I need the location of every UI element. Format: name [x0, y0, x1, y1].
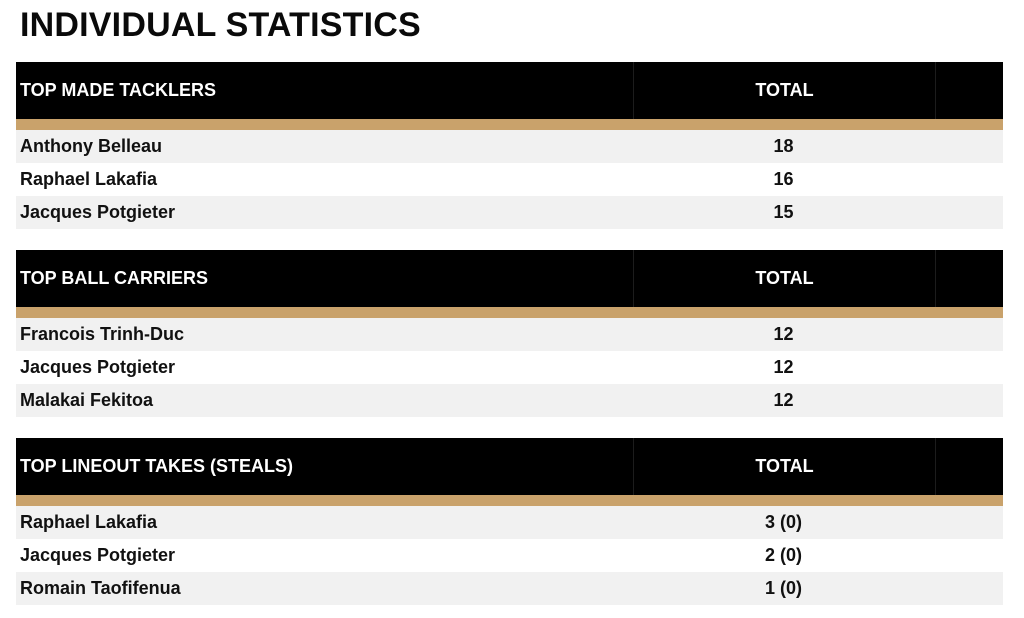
total-column-header: TOTAL	[633, 62, 936, 119]
table-row: Malakai Fekitoa 12	[16, 384, 1003, 417]
table-row: Raphael Lakafia 3 (0)	[16, 506, 1003, 539]
header-edge	[1003, 438, 1024, 495]
player-total: 16	[773, 169, 794, 189]
player-total: 18	[773, 136, 794, 156]
accent-divider	[16, 307, 1003, 318]
table-row: Francois Trinh-Duc 12	[16, 318, 1003, 351]
table-body: Anthony Belleau 18 Raphael Lakafia 16 Ja…	[16, 130, 1003, 229]
table-row: Jacques Potgieter 2 (0)	[16, 539, 1003, 572]
player-total: 3 (0)	[764, 512, 802, 532]
player-name: Anthony Belleau	[20, 136, 163, 156]
table-heading: TOP MADE TACKLERS	[20, 80, 217, 100]
total-column-header: TOTAL	[633, 250, 936, 307]
player-total: 2 (0)	[764, 545, 802, 565]
stats-table-top-made-tacklers: TOP MADE TACKLERS TOTAL Anthony Belleau …	[16, 62, 1024, 229]
table-header: TOP BALL CARRIERS TOTAL	[16, 250, 1024, 307]
table-header: TOP MADE TACKLERS TOTAL	[16, 62, 1024, 119]
accent-divider	[16, 495, 1003, 506]
player-total: 1 (0)	[764, 578, 802, 598]
stats-table-top-ball-carriers: TOP BALL CARRIERS TOTAL Francois Trinh-D…	[16, 250, 1024, 417]
total-column-header: TOTAL	[633, 438, 936, 495]
player-name: Raphael Lakafia	[20, 169, 158, 189]
table-row: Anthony Belleau 18	[16, 130, 1003, 163]
accent-divider	[16, 119, 1003, 130]
player-total: 12	[773, 390, 794, 410]
table-heading: TOP BALL CARRIERS	[20, 268, 209, 288]
table-body: Raphael Lakafia 3 (0) Jacques Potgieter …	[16, 506, 1003, 605]
table-row: Jacques Potgieter 15	[16, 196, 1003, 229]
header-edge	[1003, 62, 1024, 119]
player-total: 12	[773, 324, 794, 344]
player-total: 12	[773, 357, 794, 377]
header-edge	[1003, 250, 1024, 307]
table-header: TOP LINEOUT TAKES (STEALS) TOTAL	[16, 438, 1024, 495]
table-heading: TOP LINEOUT TAKES (STEALS)	[20, 456, 294, 476]
player-name: Jacques Potgieter	[20, 202, 176, 222]
player-name: Malakai Fekitoa	[20, 390, 154, 410]
stats-table-top-lineout-takes: TOP LINEOUT TAKES (STEALS) TOTAL Raphael…	[16, 438, 1024, 605]
player-name: Jacques Potgieter	[20, 357, 176, 377]
table-row: Raphael Lakafia 16	[16, 163, 1003, 196]
player-name: Francois Trinh-Duc	[20, 324, 185, 344]
table-row: Jacques Potgieter 12	[16, 351, 1003, 384]
table-body: Francois Trinh-Duc 12 Jacques Potgieter …	[16, 318, 1003, 417]
page-title: INDIVIDUAL STATISTICS	[20, 6, 421, 44]
table-row: Romain Taofifenua 1 (0)	[16, 572, 1003, 605]
player-name: Jacques Potgieter	[20, 545, 176, 565]
player-name: Romain Taofifenua	[20, 578, 181, 598]
player-name: Raphael Lakafia	[20, 512, 158, 532]
player-total: 15	[773, 202, 794, 222]
